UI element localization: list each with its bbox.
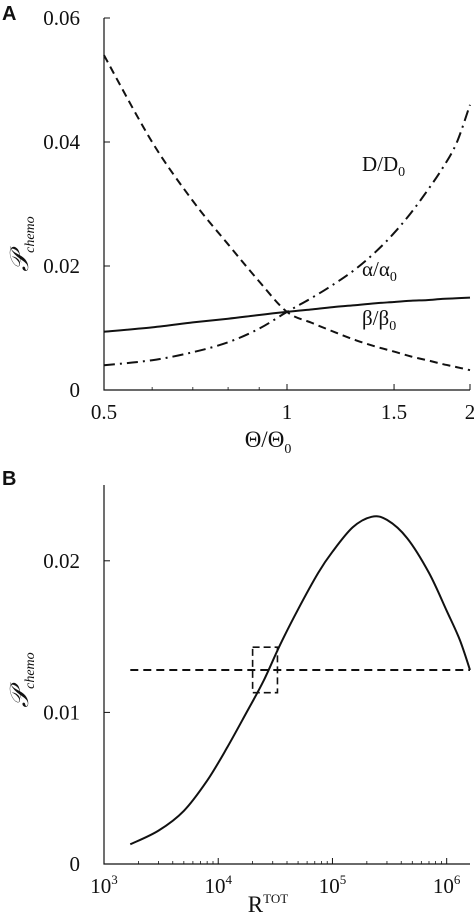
panel-b-ytick-label-2: 0.02 bbox=[43, 549, 80, 573]
panel-b-ytick-label-0: 0 bbox=[70, 852, 81, 876]
panel-b-axis-lines bbox=[103, 485, 470, 865]
curve-label-beta: β/β0 bbox=[362, 306, 396, 334]
curve-label-alpha: α/α0 bbox=[362, 257, 397, 285]
panel-b-label: B bbox=[2, 468, 16, 490]
panel-a-series-0-dashdot bbox=[103, 104, 471, 367]
panel-b-ticks: 0 0.01 0.02 103 104 105 106 bbox=[43, 549, 461, 898]
panel-b-series-0-solid bbox=[129, 515, 471, 846]
panel-a-ytick-label-3: 0.06 bbox=[43, 6, 80, 30]
panel-a-axis-lines bbox=[103, 18, 470, 391]
panel-a-xtick-label-1: 1 bbox=[282, 400, 293, 424]
panel-b-xtick-label-0: 103 bbox=[90, 872, 118, 898]
panel-a-xtick-label-0: 0.5 bbox=[91, 400, 117, 424]
panel-a-series-2-dashed bbox=[103, 54, 471, 372]
panel-a-ylabel: 𝒫chemo bbox=[5, 216, 38, 271]
panel-a-ytick-label-1: 0.02 bbox=[43, 254, 80, 278]
panel-b-xtick-label-3: 106 bbox=[433, 872, 461, 898]
panel-a-series-1-solid bbox=[103, 296, 471, 333]
curve-label-d: D/D0 bbox=[362, 152, 405, 180]
panel-a-ytick-label-0: 0 bbox=[70, 378, 81, 402]
panel-b-curves bbox=[129, 515, 471, 846]
panel-b-highlight-box-0 bbox=[251, 646, 279, 694]
panel-a: A 𝒫chemo 0 0.02 0.04 0.06 0.5 1 1.5 2 D/D0 α/α0… bbox=[2, 3, 474, 457]
panel-b: B 𝒫chemo 0 0.01 0.02 103 104 105 106 RTOT bbox=[2, 468, 471, 917]
panel-a-xtick-label-2: 1.5 bbox=[381, 400, 407, 424]
panel-a-xlabel: Θ/Θ0 bbox=[245, 427, 292, 457]
panel-a-ytick-label-2: 0.04 bbox=[43, 130, 80, 154]
panel-a-curves bbox=[103, 54, 471, 372]
panel-b-xtick-label-1: 104 bbox=[204, 872, 232, 898]
panel-b-xlabel: RTOT bbox=[248, 891, 288, 917]
panel-b-axes bbox=[103, 485, 470, 865]
panel-a-axes bbox=[103, 18, 470, 391]
panel-a-xtick-label-3: 2 bbox=[465, 400, 474, 424]
panel-b-ylabel: 𝒫chemo bbox=[5, 652, 38, 707]
panel-a-ticks: 0 0.02 0.04 0.06 0.5 1 1.5 2 bbox=[43, 6, 474, 424]
panel-b-xtick-label-2: 105 bbox=[319, 872, 347, 898]
panel-b-ytick-label-1: 0.01 bbox=[43, 700, 80, 724]
panel-a-label: A bbox=[2, 3, 16, 25]
